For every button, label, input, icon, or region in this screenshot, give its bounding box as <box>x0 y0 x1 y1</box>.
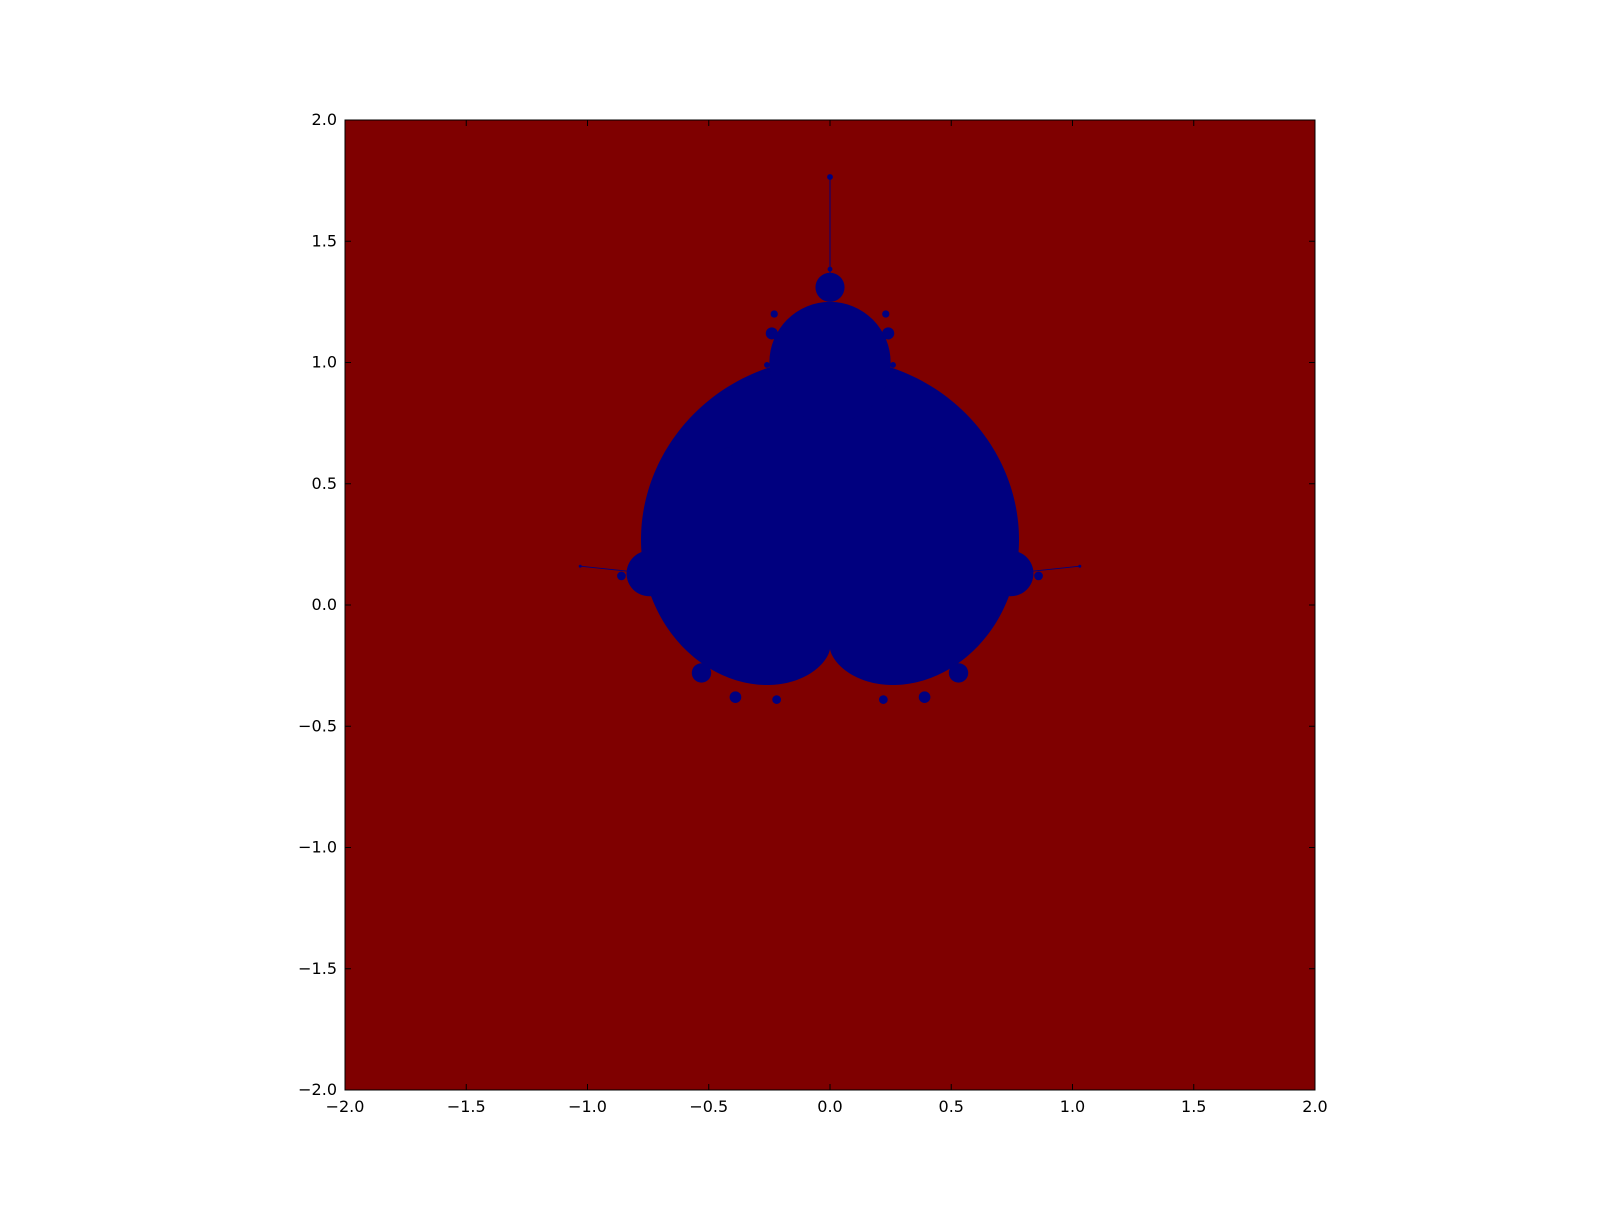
bulb-19 <box>617 571 626 581</box>
bulb-15 <box>765 327 778 340</box>
y-tick-label: −0.5 <box>298 716 337 735</box>
bulb-14 <box>882 310 890 318</box>
filament-right <box>1010 565 1080 574</box>
y-tick-label: −2.0 <box>298 1080 337 1099</box>
bulb-12 <box>927 447 937 458</box>
bulb-1 <box>769 301 891 424</box>
x-tick-label: 1.0 <box>1060 1097 1085 1116</box>
bulb-16 <box>882 327 895 340</box>
bulb-6 <box>949 472 968 491</box>
y-tick-label: 2.0 <box>312 110 337 129</box>
bulb-9 <box>729 691 742 703</box>
x-tick-label: −1.5 <box>447 1097 486 1116</box>
y-tick-label: −1.5 <box>298 959 337 978</box>
bulb-11 <box>723 447 734 458</box>
bulb-18 <box>890 362 896 368</box>
y-tick-label: 0.0 <box>312 595 337 614</box>
plot-area <box>344 119 1316 1091</box>
bulb-24 <box>772 695 782 704</box>
x-tick-label: 2.0 <box>1302 1097 1327 1116</box>
bulb-10 <box>918 691 931 703</box>
x-tick-label: −1.0 <box>568 1097 607 1116</box>
set-shapes <box>578 174 1082 704</box>
y-tick-label: 1.5 <box>312 231 337 250</box>
y-tick-label: 0.5 <box>312 474 337 493</box>
bulb-8 <box>948 663 969 683</box>
bulb-17 <box>764 362 770 368</box>
y-tick-label: −1.0 <box>298 838 337 857</box>
x-tick-label: −2.0 <box>326 1097 365 1116</box>
y-tick-label: 1.0 <box>312 353 337 372</box>
x-axis: −2.0 −1.5 −1.0 −0.5 0.0 0.5 1.0 1.5 2.0 <box>326 120 1328 1116</box>
x-tick-label: −0.5 <box>689 1097 728 1116</box>
bulb-13 <box>770 310 778 318</box>
main-cardioid <box>640 357 1020 686</box>
x-tick-label: 0.5 <box>939 1097 964 1116</box>
x-tick-label: 0.0 <box>817 1097 842 1116</box>
x-tick-label: 1.5 <box>1181 1097 1206 1116</box>
y-axis: −2.0 −1.5 −1.0 −0.5 0.0 0.5 1.0 1.5 2.0 <box>298 110 1315 1099</box>
bulb-20 <box>1034 571 1043 581</box>
bulb-25 <box>878 695 888 704</box>
bulb-5 <box>692 472 711 491</box>
bulb-7 <box>691 663 712 683</box>
filament-left <box>580 565 650 574</box>
